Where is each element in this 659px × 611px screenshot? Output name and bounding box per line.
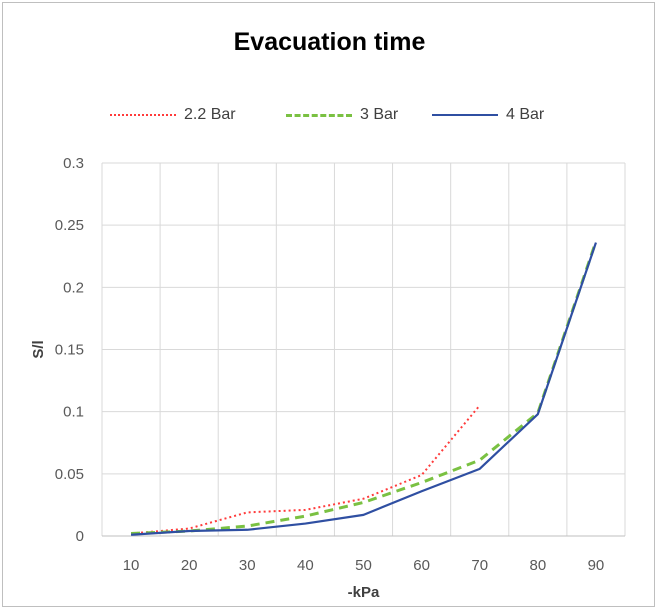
y-tick-label: 0.2 — [63, 279, 84, 296]
y-axis-title: S/l — [30, 340, 47, 358]
x-tick-label: 70 — [471, 557, 488, 574]
legend-item-2-2-bar: 2.2 Bar — [110, 102, 236, 128]
legend-swatch-2-2-bar — [110, 114, 176, 116]
series-line-2-2-bar — [130, 404, 481, 535]
x-tick-label: 40 — [297, 557, 314, 574]
legend-item-3-bar: 3 Bar — [286, 102, 398, 128]
chart-legend: 2.2 Bar 3 Bar 4 Bar — [0, 102, 659, 128]
y-tick-label: 0.05 — [55, 466, 84, 483]
series-line-4-bar — [130, 242, 597, 536]
x-tick-label: 60 — [413, 557, 430, 574]
legend-label-4-bar: 4 Bar — [506, 106, 545, 123]
legend-swatch-4-bar — [432, 114, 498, 116]
y-tick-label: 0.15 — [55, 342, 84, 359]
legend-label-3-bar: 3 Bar — [360, 106, 399, 123]
x-tick-label: 20 — [181, 557, 198, 574]
legend-item-4-bar: 4 Bar — [432, 102, 544, 128]
y-tick-label: 0 — [76, 528, 84, 545]
legend-swatch-3-bar — [286, 113, 352, 117]
series-line-3-bar — [130, 240, 598, 536]
y-tick-label: 0.3 — [63, 155, 84, 172]
x-tick-label: 90 — [588, 557, 605, 574]
x-tick-label: 10 — [123, 557, 140, 574]
y-tick-label: 0.25 — [55, 217, 84, 234]
y-tick-label: 0.1 — [63, 404, 84, 421]
x-tick-label: 50 — [355, 557, 372, 574]
x-axis-title: -kPa — [348, 584, 380, 601]
x-tick-label: 80 — [529, 557, 546, 574]
legend-label-2-2-bar: 2.2 Bar — [184, 106, 236, 123]
chart-title: Evacuation time — [233, 28, 426, 56]
x-tick-label: 30 — [239, 557, 256, 574]
